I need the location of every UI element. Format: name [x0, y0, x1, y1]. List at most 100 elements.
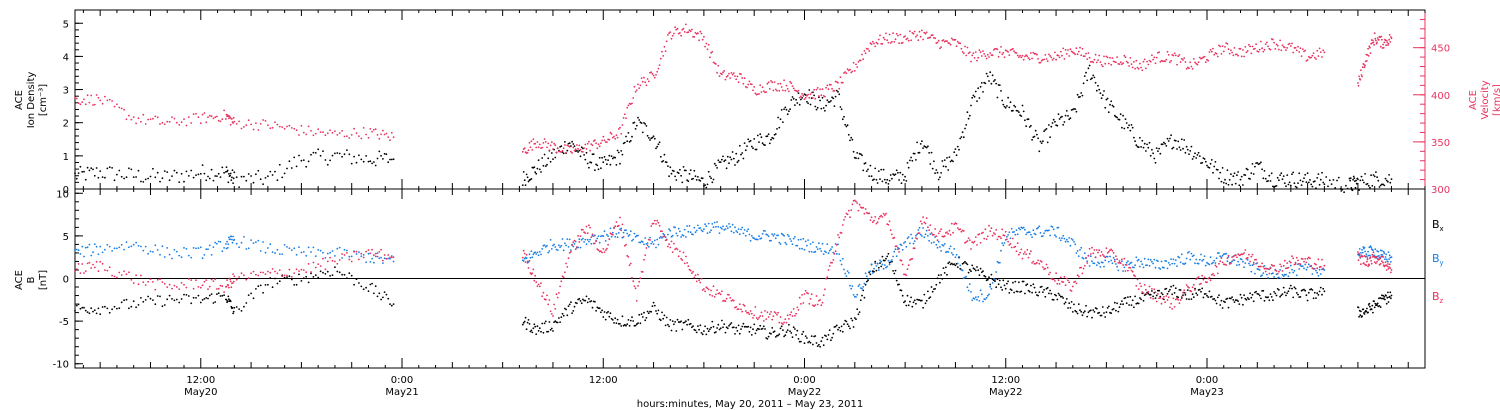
density-point	[744, 149, 747, 152]
bx-point	[576, 302, 578, 305]
bx-point	[544, 320, 547, 323]
bz-point	[655, 223, 657, 225]
bx-point	[808, 340, 811, 343]
bx-point	[1167, 290, 1170, 293]
velocity-point	[862, 58, 865, 61]
bz-point	[524, 261, 527, 263]
velocity-point	[809, 93, 812, 96]
bz-point	[960, 230, 963, 233]
bz-point	[627, 256, 630, 258]
density-point	[1081, 94, 1084, 97]
bx-point	[1190, 298, 1193, 300]
bz-point	[540, 282, 542, 284]
by-point	[1070, 237, 1073, 240]
bz-point	[875, 222, 878, 225]
bx-point	[943, 272, 946, 274]
bz-point	[1142, 292, 1145, 295]
bx-point	[77, 303, 80, 306]
density-point	[837, 91, 839, 93]
density-point	[232, 182, 235, 185]
by-point	[711, 223, 714, 225]
velocity-point	[561, 150, 564, 152]
bx-point	[845, 320, 848, 323]
bz-point	[1283, 259, 1286, 262]
bx-point	[721, 319, 723, 322]
bz-point	[1381, 260, 1383, 263]
density-point	[1182, 147, 1184, 150]
density-point	[1082, 82, 1085, 85]
bx-point	[625, 324, 627, 327]
by-point	[747, 228, 750, 231]
bz-point	[77, 263, 80, 265]
by-point	[893, 250, 896, 253]
velocity-point	[1128, 65, 1130, 67]
velocity-point	[232, 116, 235, 119]
bx-point	[560, 316, 563, 318]
bz-point	[1303, 260, 1305, 263]
bx-point	[794, 328, 796, 330]
by-point	[942, 244, 945, 247]
bx-point	[1385, 294, 1387, 297]
bz-point	[749, 310, 752, 312]
bx-point	[1074, 309, 1077, 312]
by-point	[156, 249, 159, 251]
bx-point	[644, 319, 647, 322]
density-point	[1110, 100, 1113, 103]
density-point	[595, 163, 597, 166]
density-point	[566, 149, 569, 152]
bx-point	[1044, 295, 1047, 298]
by-point	[125, 241, 128, 244]
density-point	[623, 141, 626, 144]
density-point	[617, 151, 620, 154]
density-point	[161, 177, 164, 180]
density-point	[992, 80, 995, 82]
velocity-point	[871, 40, 874, 43]
bx-point	[681, 328, 684, 331]
bz-point	[697, 273, 699, 276]
density-point	[310, 153, 312, 156]
bz-point	[934, 228, 936, 230]
velocity-point	[106, 99, 109, 102]
bx-point	[1390, 297, 1392, 300]
density-point	[767, 133, 770, 136]
bx-point	[849, 327, 851, 330]
bz-point	[1092, 252, 1095, 255]
density-point	[93, 174, 96, 177]
bx-point	[1085, 304, 1087, 307]
by-point	[154, 244, 157, 247]
bx-point	[1372, 311, 1374, 314]
velocity-point	[531, 149, 534, 151]
bx-point	[1186, 289, 1189, 291]
density-point	[1304, 173, 1307, 176]
density-point	[604, 158, 607, 161]
bx-point	[1389, 291, 1392, 294]
by-point	[1117, 269, 1120, 272]
density-point	[1049, 136, 1051, 139]
bz-point	[677, 255, 680, 258]
bx-point	[1295, 292, 1298, 294]
bz-point	[1169, 306, 1171, 309]
velocity-point	[1305, 60, 1308, 62]
density-point	[928, 152, 930, 154]
velocity-point	[1390, 37, 1393, 40]
density-point	[887, 183, 890, 185]
bz-point	[850, 209, 853, 212]
density-point	[667, 165, 669, 168]
bz-point	[694, 274, 697, 277]
bx-point	[1238, 303, 1241, 305]
bz-point	[661, 230, 663, 233]
bx-point	[228, 298, 230, 301]
bx-point	[1055, 294, 1057, 297]
density-point	[1234, 182, 1237, 185]
bz-point	[1067, 279, 1069, 282]
bz-point	[688, 268, 691, 271]
density-point	[1232, 175, 1235, 178]
by-point	[278, 253, 281, 256]
velocity-point	[791, 85, 794, 87]
density-point	[1330, 183, 1333, 186]
bx-point	[1214, 299, 1217, 302]
bx-point	[1079, 309, 1081, 312]
bz-point	[149, 278, 152, 280]
bx-point	[719, 327, 722, 330]
density-point	[526, 176, 529, 179]
